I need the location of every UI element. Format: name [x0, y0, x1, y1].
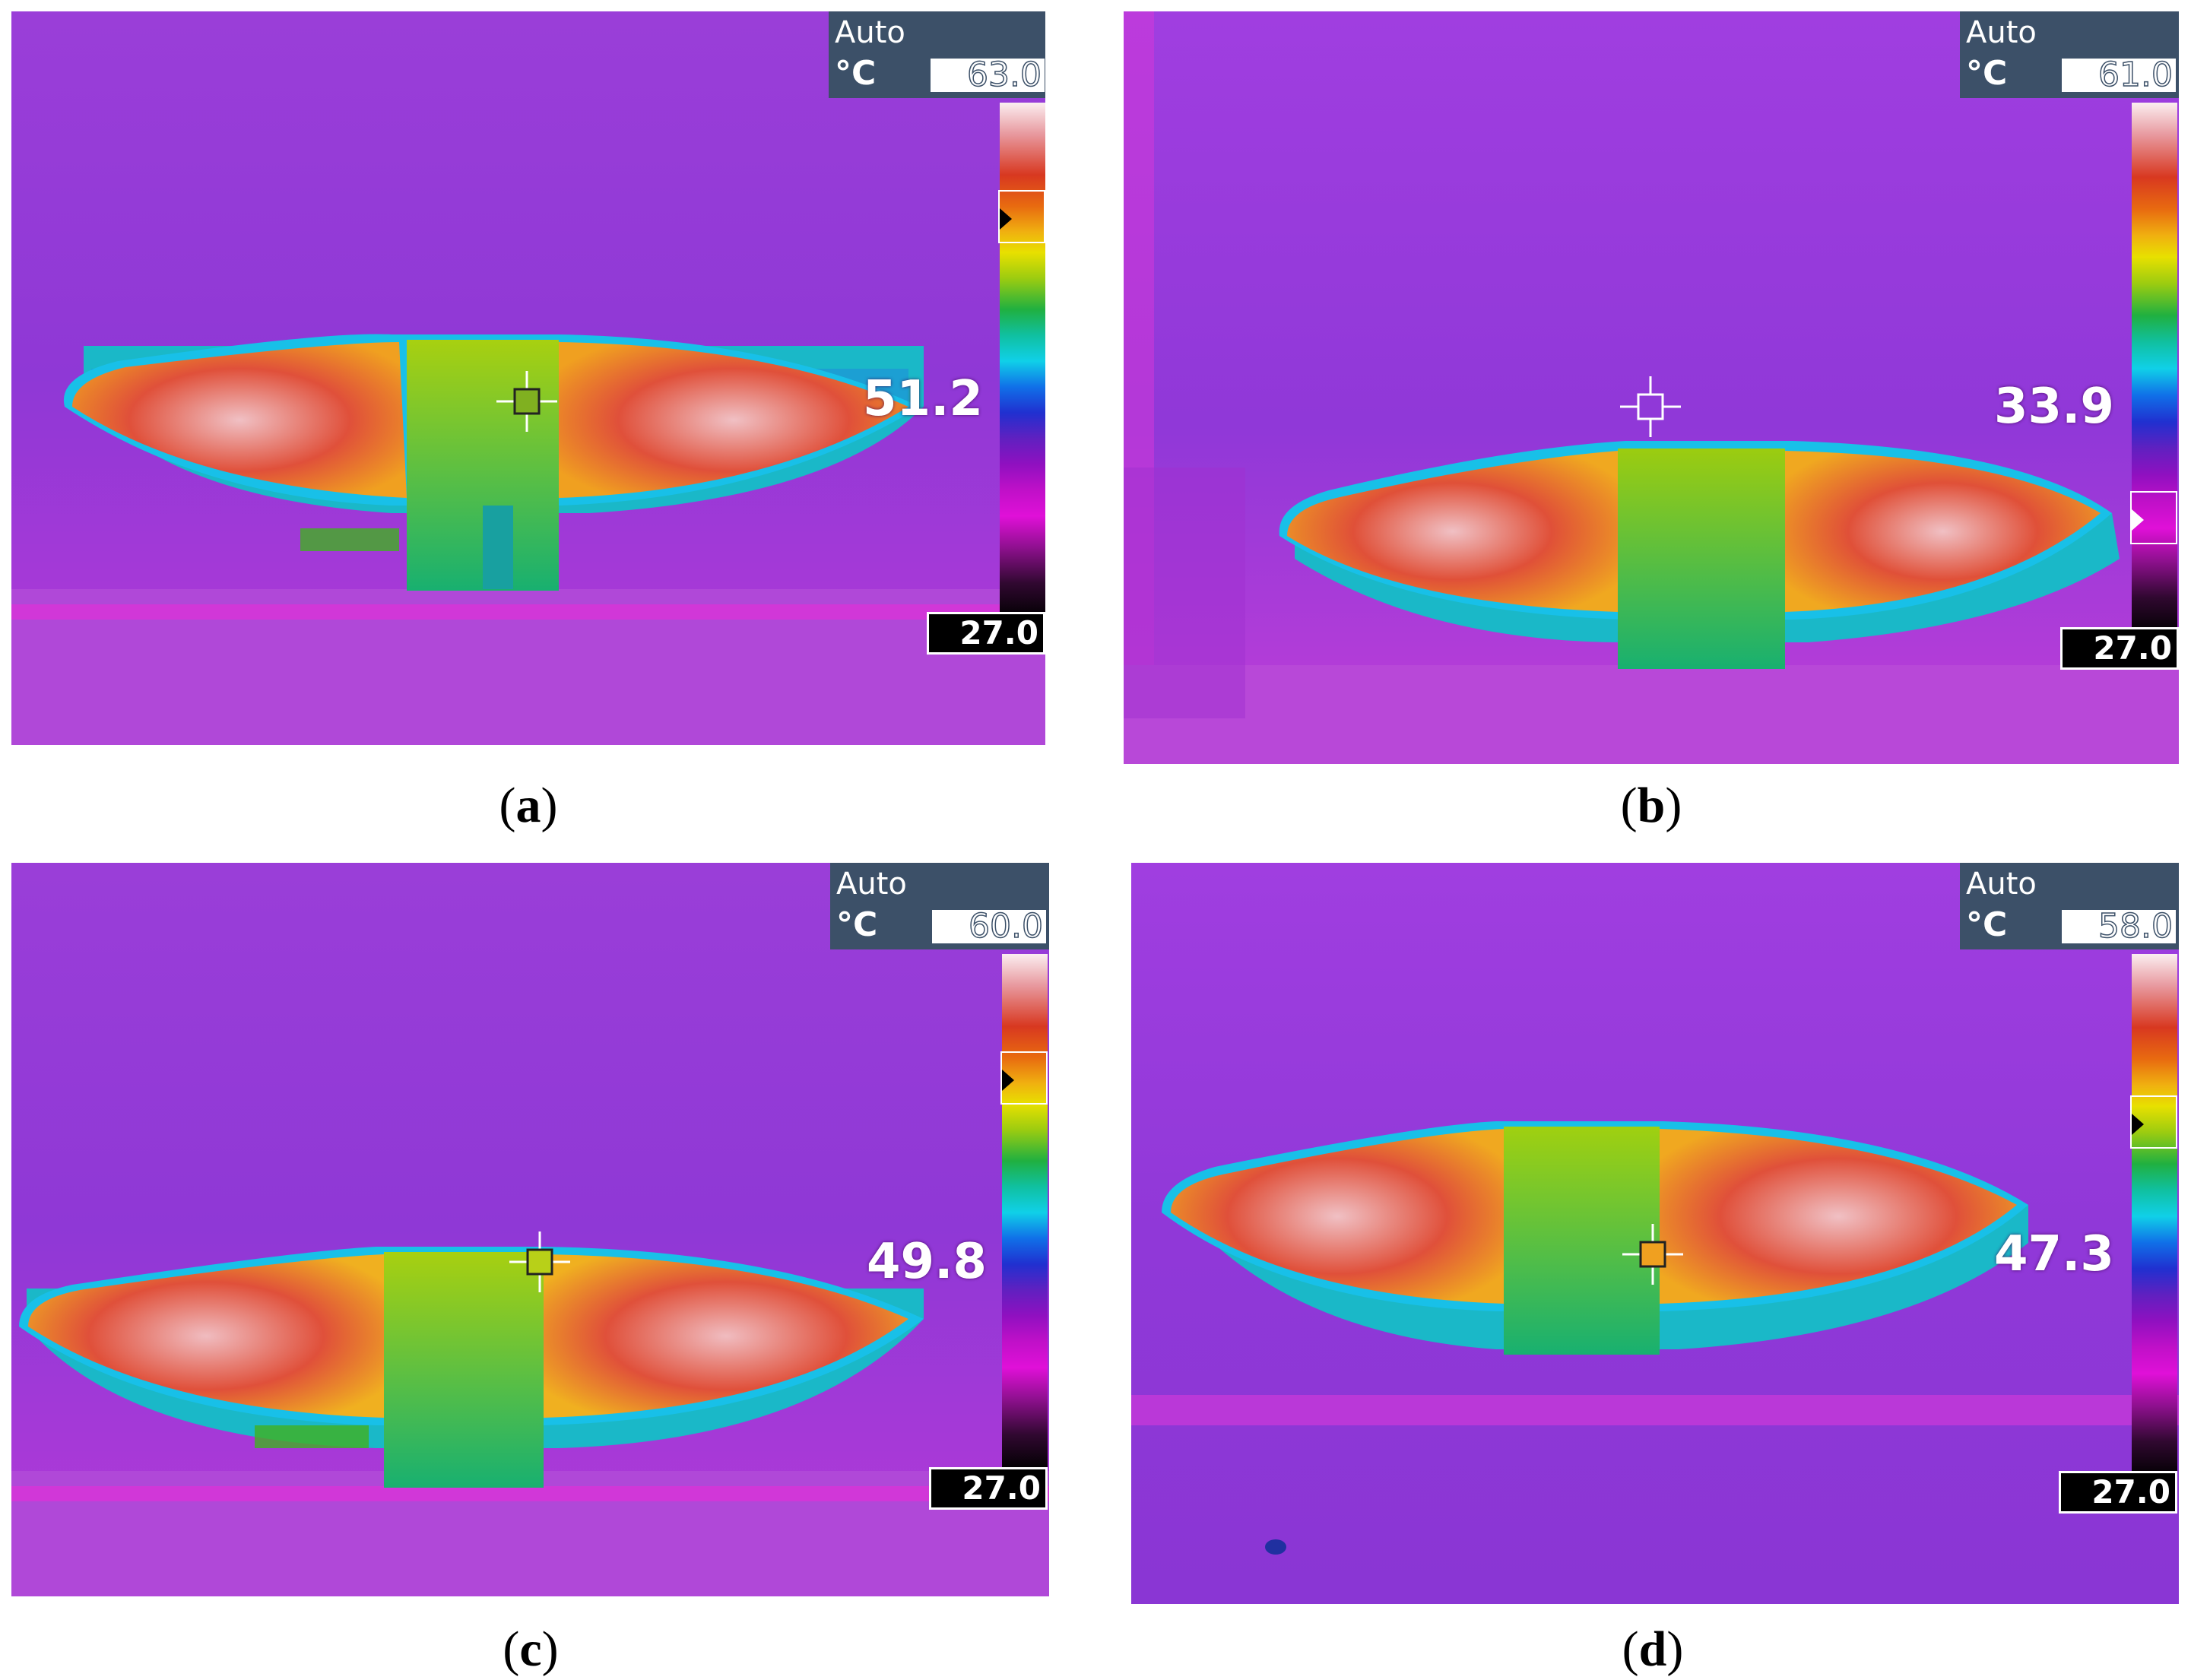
thermal-scene-c — [11, 863, 1049, 1596]
level-marker-b — [2130, 491, 2177, 544]
crosshair-icon — [1622, 1224, 1683, 1285]
scale-max-value: 58.0 — [2062, 909, 2176, 943]
level-arrow-icon — [1002, 1070, 1014, 1092]
range-mode-label: Auto — [836, 867, 907, 902]
color-scale-bar-c — [1002, 954, 1048, 1471]
scale-max-value: 63.0 — [931, 58, 1045, 92]
level-marker-c — [1000, 1051, 1048, 1105]
level-marker-d — [2130, 1095, 2177, 1149]
caption-a: (a) — [499, 778, 558, 833]
range-mode-label: Auto — [1966, 867, 2037, 902]
color-scale-bar-b — [2132, 103, 2177, 635]
thermal-image-b: Auto °C 61.0 27.0 33.9 — [1124, 11, 2179, 764]
scale-min-value-b: 27.0 — [2060, 627, 2179, 670]
unit-label: °C — [836, 905, 878, 944]
crosshair-icon — [1620, 376, 1681, 437]
hud-box-c: Auto °C 60.0 — [830, 863, 1049, 949]
unit-label: °C — [835, 54, 877, 93]
thermal-image-d: Auto °C 58.0 27.0 47.3 — [1131, 863, 2179, 1604]
level-marker-a — [998, 189, 1045, 243]
hud-box-a: Auto °C 63.0 — [829, 11, 1045, 98]
level-arrow-icon — [2132, 1113, 2144, 1135]
crosshair-icon — [496, 371, 557, 432]
scale-min-value-c: 27.0 — [929, 1467, 1048, 1510]
unit-label: °C — [1966, 905, 2008, 944]
hud-box-b: Auto °C 61.0 — [1960, 11, 2179, 98]
scale-max-value: 61.0 — [2062, 58, 2176, 92]
scale-min-value-d: 27.0 — [2059, 1471, 2177, 1514]
hud-box-d: Auto °C 58.0 — [1960, 863, 2179, 949]
spot-temperature-d: 47.3 — [1994, 1226, 2114, 1282]
color-scale-bar-a — [1000, 103, 1045, 620]
color-scale-bar-d — [2132, 954, 2177, 1479]
level-arrow-icon — [2132, 509, 2144, 531]
scale-max-value: 60.0 — [932, 909, 1046, 943]
unit-label: °C — [1966, 54, 2008, 93]
range-mode-label: Auto — [835, 15, 905, 50]
spot-temperature-b: 33.9 — [1994, 379, 2114, 435]
thermal-image-c: Auto °C 60.0 27.0 49.8 — [11, 863, 1049, 1596]
thermal-scene-a — [11, 11, 1045, 745]
caption-c: (c) — [503, 1621, 559, 1677]
thermal-scene-d — [1131, 863, 2179, 1604]
caption-b: (b) — [1620, 778, 1682, 833]
range-mode-label: Auto — [1966, 15, 2037, 50]
caption-d: (d) — [1622, 1621, 1684, 1677]
spot-temperature-c: 49.8 — [867, 1234, 987, 1290]
level-arrow-icon — [1000, 208, 1012, 230]
thermal-image-a: Auto °C 63.0 27.0 51.2 — [11, 11, 1045, 745]
crosshair-icon — [509, 1231, 570, 1292]
scale-min-value-a: 27.0 — [927, 612, 1045, 655]
spot-temperature-a: 51.2 — [863, 371, 983, 427]
